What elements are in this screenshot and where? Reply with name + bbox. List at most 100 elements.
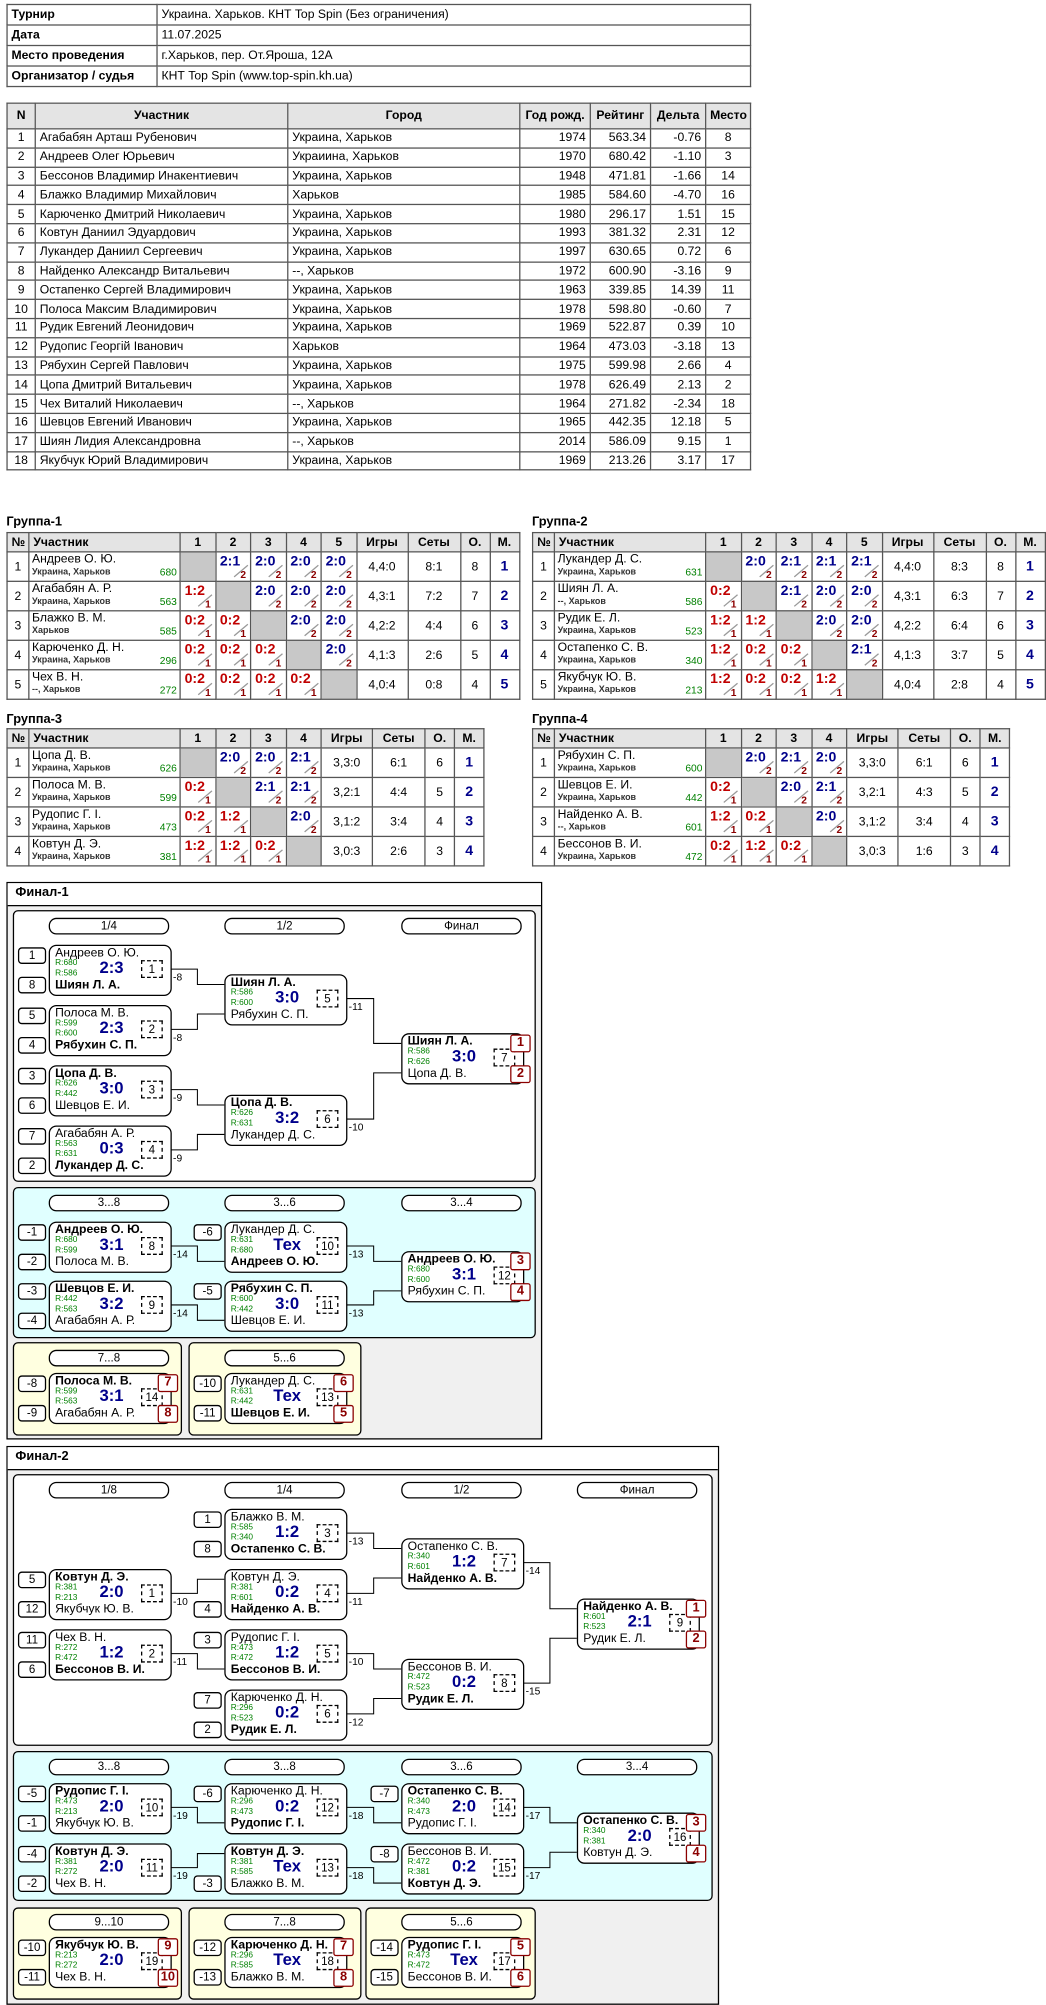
group-table: № Участник 1 2 3 4 5 Игры Сеты О. М. 1 Лукандер Д. С… [531,531,1046,700]
result-score: 2:0 [815,808,837,825]
seed: 7 [17,1128,47,1145]
sets: 3:4 [897,806,952,838]
result-points: 2 [346,569,352,581]
score: 0:3 [99,1138,124,1158]
player-cell: Ковтун Д. Э. Украина, Харьков 381 [28,835,181,867]
player-cell: 13 [6,355,36,377]
result-points: 1 [275,657,282,670]
result-points: 2 [275,598,282,611]
group-row: 2 Агабабян А. Р. Украина, Харьков 563 1:2 1 2:… [6,580,520,612]
player-2: Блажко В. М. [230,1970,305,1985]
result-score: 2:0 [325,642,346,658]
score: 2:0 [99,1795,124,1816]
player-2: Блажко В. М. [230,1876,305,1891]
result-score: 0:2 [745,808,766,825]
result-score: 2:1 [219,553,241,570]
match: Остапенко С. В. R:340 R:473 Рудопис Г. І. 2:… [401,1783,525,1835]
group-row: 1 Цопа Д. В. Украина, Харьков 626 2:0 2 2:0 2 2:… [6,747,485,779]
match: Лукандер Д. С. R:631 R:680 Андреев О. Ю. Тех… [224,1221,348,1273]
place: 2 [489,580,520,612]
player-name: Агабабян А. Р. [32,581,113,597]
connector [346,1290,402,1306]
next-match: -17 [525,1809,541,1822]
player-cell: Цопа Д. В. Украина, Харьков 626 [28,747,181,779]
player-1: Полоса М. В. [55,1006,130,1021]
player-row: 18 Якубчук Юрий Владимирович Украина, Харь… [6,450,752,471]
result-score: 1:2 [219,838,241,854]
player-city: Украина, Харьков [32,567,111,577]
column-header: 4 [810,728,848,749]
player-cell: 471.81 [589,166,652,187]
score: 0:2 [275,1581,300,1602]
score: 0:2 [275,1795,300,1816]
info-value: КНТ Top Spin (www.top-spin.kh.ua) [156,65,752,88]
next-match: -13 [348,1535,364,1548]
place: 4 [453,835,485,867]
connector [522,1806,577,1824]
player-cell: Украиина, Харьков [287,147,521,168]
player-name: Бессонов В. И. [557,837,642,852]
result-score: 0:2 [219,671,241,688]
player-name: Якубчук Ю. В. [557,670,637,685]
player-city: Украина, Харьков [32,656,111,666]
column-header: 1 [705,728,742,749]
player-cell: Шиян Л. А. --, Харьков 586 [553,580,707,612]
points: 6 [949,747,981,779]
diagonal-cell [214,776,252,808]
column-header: М. [489,531,520,553]
rating-2: R:601 [230,1593,253,1603]
stage-header: 3...4 [401,1194,522,1212]
player-city: Харьков [32,626,70,636]
score: 2:0 [99,1581,124,1602]
group-title: Группа-4 [531,712,588,727]
score: 2:3 [99,1017,124,1038]
score: 2:0 [451,1795,477,1816]
player-2: Рябухин С. П. [55,1038,138,1053]
next-match: -12 [348,1716,364,1728]
rating-2: R:340 [230,1533,253,1543]
rating-1: R:296 [230,1703,253,1713]
match-number: 1 [141,960,163,979]
match: Рудопис Г. І. R:473 R:472 Бессонов В. И. Тех… [401,1936,525,1989]
result-points: 1 [801,687,807,699]
result-cell: 0:2 1 [249,669,287,700]
games: 3,0:3 [320,835,374,867]
match-number: 13 [316,1858,339,1877]
next-match: -9 [173,1092,183,1104]
result-points: 1 [765,824,772,836]
result-score: 0:2 [780,671,802,688]
match-number: 12 [493,1266,516,1285]
player-2: Рудик Е. Л. [230,1722,297,1737]
score: 2:0 [99,1856,124,1876]
player-row: 12 Рудопис Георгій Іванович Харьков 1964 473… [6,336,752,358]
connector [346,1867,402,1884]
player-cell: 16 [705,185,752,206]
rating-2: R:680 [230,1245,253,1255]
rating-1: R:599 [55,1019,78,1029]
player-sub: Украина, Харьков 626 [32,763,177,776]
result-cell: 0:2 1 [775,835,813,867]
group-row: 4 Остапенко С. В. Украина, Харьков 340 1:2 1 0… [531,639,1046,671]
player-cell: 11 [705,279,752,301]
rating-1: R:473 [55,1797,78,1807]
result-cell: 2:1 2 [249,776,287,808]
player-name: Шиян Л. А. [557,581,619,597]
result-points: 2 [310,794,317,807]
result-cell: 2:0 2 [214,747,252,779]
player-1: Бессонов В. И. [407,1844,492,1859]
result-points: 2 [240,569,247,581]
result-cell: 1:2 1 [179,580,216,612]
result-score: 1:2 [710,671,731,688]
final-title: Финал-1 [7,883,541,907]
player-1: Шевцов Е. И. [55,1281,135,1296]
next-match: -10 [348,1656,364,1668]
result-points: 1 [240,687,247,699]
player-sub: --, Харьков 601 [558,822,703,835]
diagonal-cell [249,806,287,838]
result-score: 0:2 [780,838,802,854]
place: 1 [489,551,520,582]
match-number: 18 [316,1952,339,1971]
result-points: 2 [836,794,843,807]
rating-2: R:523 [407,1683,430,1693]
seed: -8 [370,1845,399,1863]
